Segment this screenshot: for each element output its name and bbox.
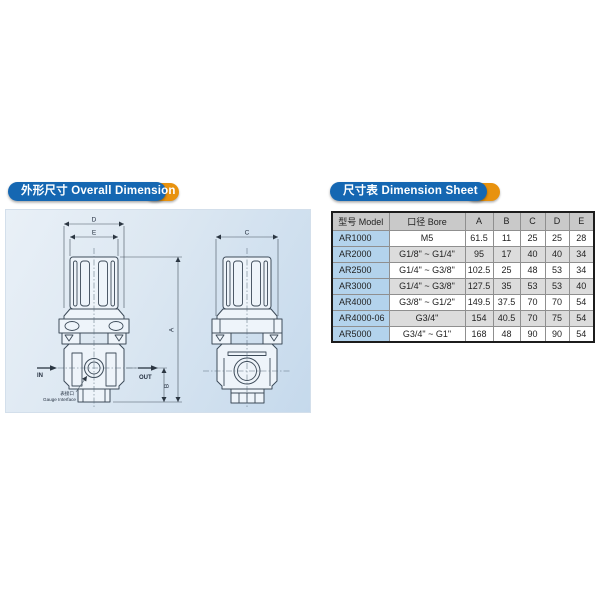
dim-cell: 28 [568,229,595,247]
dim-b-label: B [164,384,171,388]
dim-e-label: E [92,230,97,237]
bore-cell: M5 [388,229,466,247]
out-label: OUT [139,375,152,381]
model-cell: AR5000 [331,325,390,343]
table-row-ar5000: AR5000 G3/4" ~ G1" 168 48 90 90 54 [331,325,595,343]
dim-cell: 168 [464,325,494,343]
bore-cell: G3/4" [388,309,466,327]
dim-cell: 34 [568,245,595,263]
dim-cell: 54 [568,293,595,311]
dim-cell: 25 [519,229,546,247]
regulator-technical-drawing: D E [37,217,291,409]
model-cell: AR2000 [331,245,390,263]
column-header-model: 型号 Model [331,211,390,231]
model-cell: AR1000 [331,229,390,247]
model-cell: AR4000-06 [331,309,390,327]
dim-cell: 40 [544,245,570,263]
dim-cell: 40 [568,277,595,295]
dim-cell: 149.5 [464,293,494,311]
dim-cell: 70 [544,293,570,311]
table-row-ar4000-06: AR4000-06 G3/4" 154 40.5 70 75 54 [331,309,595,327]
table-row-ar2000: AR2000 G1/8" ~ G1/4" 95 17 40 40 34 [331,245,595,263]
dim-cell: 54 [568,309,595,327]
dimension-sheet-header-label: 尺寸表 Dimension Sheet [330,182,487,201]
column-header-b: B [492,211,521,231]
model-cell: AR3000 [331,277,390,295]
column-header-d: D [544,211,570,231]
front-view-drawing: D E [37,217,182,408]
dim-cell: 75 [544,309,570,327]
table-row-ar4000: AR4000 G3/8" ~ G1/2" 149.5 37.5 70 70 54 [331,293,595,311]
gauge-label-en: Gauge Interface [43,397,76,402]
bore-cell: G1/4" ~ G3/8" [388,261,466,279]
dimension-sheet-header: 尺寸表 Dimension Sheet [330,182,500,201]
dim-cell: 102.5 [464,261,494,279]
dim-cell: 48 [492,325,521,343]
dim-cell: 127.5 [464,277,494,295]
dim-cell: 25 [544,229,570,247]
dim-cell: 40 [519,245,546,263]
dimension-table: 型号 Model 口径 Bore A B C D E AR1000 M5 61.5 11 25 25 28… [331,211,595,343]
dim-b: B [161,368,171,402]
out-flow-arrow: OUT [126,365,167,381]
dim-cell: 70 [519,309,546,327]
dim-cell: 17 [492,245,521,263]
dim-c: C [215,230,279,316]
bore-cell: G3/8" ~ G1/2" [388,293,466,311]
overall-dimension-panel: D E [5,209,311,413]
table-row-ar2500: AR2500 G1/4" ~ G3/8" 102.5 25 48 53 34 [331,261,595,279]
dim-cell: 54 [568,325,595,343]
dim-c-label: C [245,230,250,237]
table-row-ar1000: AR1000 M5 61.5 11 25 25 28 [331,229,595,247]
column-header-a: A [464,211,494,231]
table-row-ar3000: AR3000 G1/4" ~ G3/8" 127.5 35 53 53 40 [331,277,595,295]
dim-a-label: A [169,327,176,332]
dim-cell: 53 [544,261,570,279]
bore-cell: G1/4" ~ G3/8" [388,277,466,295]
dim-cell: 25 [492,261,521,279]
gauge-label-zh: 表接口 [60,390,74,397]
dim-cell: 154 [464,309,494,327]
dim-cell: 95 [464,245,494,263]
bore-cell: G3/4" ~ G1" [388,325,466,343]
column-header-c: C [519,211,546,231]
dim-cell: 11 [492,229,521,247]
dim-d-label: D [92,217,97,224]
gauge-interface-callout: 表接口 Gauge Interface [43,375,88,402]
in-flow-arrow: IN [37,365,57,379]
overall-dimension-header: 外形尺寸 Overall Dimension [8,182,179,201]
dim-cell: 34 [568,261,595,279]
dim-cell: 90 [519,325,546,343]
dim-cell: 53 [544,277,570,295]
model-cell: AR2500 [331,261,390,279]
model-cell: AR4000 [331,293,390,311]
dim-cell: 37.5 [492,293,521,311]
dim-e: E [69,230,119,256]
in-label: IN [37,373,43,379]
table-header-row: 型号 Model 口径 Bore A B C D E [331,211,595,231]
side-view-drawing: C [203,230,291,409]
bore-cell: G1/8" ~ G1/4" [388,245,466,263]
dim-cell: 48 [519,261,546,279]
dim-cell: 61.5 [464,229,494,247]
overall-dimension-header-label: 外形尺寸 Overall Dimension [8,182,175,201]
dim-cell: 90 [544,325,570,343]
column-header-bore: 口径 Bore [388,211,466,231]
dim-cell: 70 [519,293,546,311]
dim-cell: 40.5 [492,309,521,327]
dim-cell: 53 [519,277,546,295]
dim-a: A [113,256,182,403]
dim-cell: 35 [492,277,521,295]
dim-d: D [63,217,125,308]
bottom-port [230,388,265,404]
column-header-e: E [568,211,595,231]
